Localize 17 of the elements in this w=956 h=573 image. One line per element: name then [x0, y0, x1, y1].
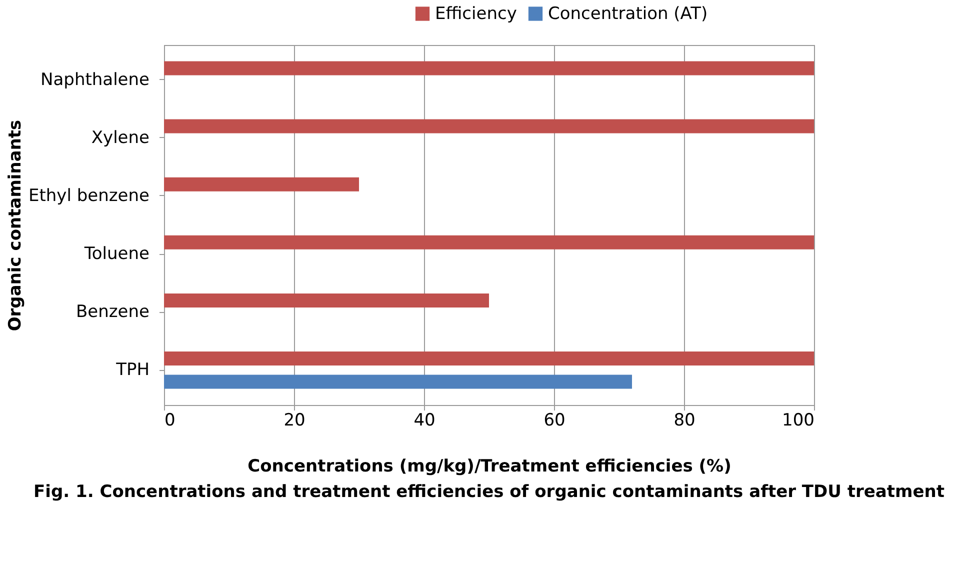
y-tick-label: Naphthalene [40, 70, 150, 90]
x-tick-label: 0 [164, 410, 176, 430]
legend-label: Efficiency [435, 4, 517, 24]
x-axis-title: Concentrations (mg/kg)/Treatment efficiencies (%) [248, 456, 732, 476]
x-tick-label: 80 [674, 410, 696, 430]
x-tick-label: 20 [284, 410, 306, 430]
caption: Fig. 1. Concentrations and treatment efficiencies of organic contaminants after TDU treatment [34, 482, 944, 502]
y-axis-title: Organic contaminants [5, 120, 26, 332]
x-tick-label: 60 [544, 410, 566, 430]
x-tick-label: 40 [414, 410, 436, 430]
x-tick-label: 100 [782, 410, 814, 430]
y-tick-label: Toluene [83, 244, 150, 264]
y-tick-label: Benzene [76, 302, 150, 322]
y-tick-label: Xylene [91, 128, 150, 148]
y-tick-label: TPH [115, 360, 150, 380]
y-tick-label: Ethyl benzene [28, 186, 150, 206]
legend-label: Concentration (AT) [548, 4, 708, 24]
